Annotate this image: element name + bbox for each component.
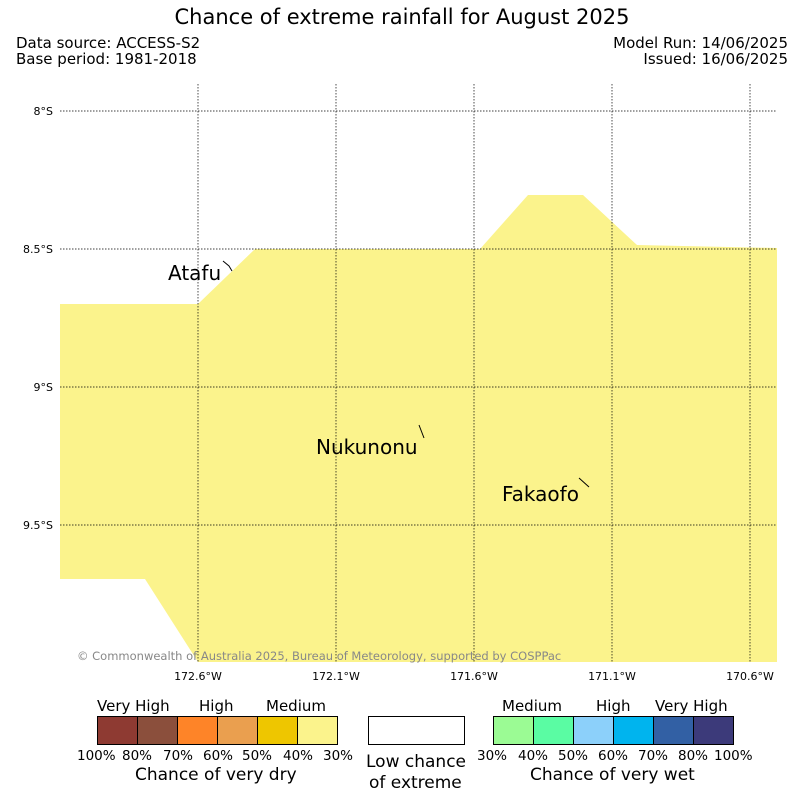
wet-tick-label: 50% bbox=[558, 748, 589, 764]
dry-category-label: High bbox=[199, 697, 234, 715]
place-label-fakaofo: Fakaofo bbox=[502, 482, 579, 506]
lon-label: 172.6°W bbox=[174, 670, 222, 683]
dry-tick-label: 80% bbox=[122, 748, 153, 764]
data-source: Data source: ACCESS-S2 bbox=[16, 34, 201, 52]
lat-label: 9°S bbox=[34, 381, 53, 394]
fakaofo-atoll-marker bbox=[578, 477, 590, 488]
wet-tick-label: 70% bbox=[638, 748, 669, 764]
lon-label: 172.1°W bbox=[312, 670, 360, 683]
wet-category-label: Very High bbox=[655, 697, 728, 715]
dry-tick-label: 50% bbox=[242, 748, 273, 764]
dry-swatch bbox=[97, 716, 138, 745]
wet-swatch bbox=[693, 716, 734, 745]
dry-tick-label: 60% bbox=[203, 748, 234, 764]
dry-swatch bbox=[257, 716, 298, 745]
wet-swatch bbox=[613, 716, 654, 745]
wet-category-label: High bbox=[596, 697, 631, 715]
lon-label: 171.1°W bbox=[588, 670, 636, 683]
lon-label: 171.6°W bbox=[450, 670, 498, 683]
copyright-notice: © Commonwealth of Australia 2025, Bureau… bbox=[77, 649, 561, 663]
lat-label: 8.5°S bbox=[23, 243, 53, 256]
dry-tick-label: 30% bbox=[323, 748, 354, 764]
wet-swatch bbox=[653, 716, 694, 745]
model-run: Model Run: 14/06/2025 bbox=[613, 34, 788, 52]
issued-date: Issued: 16/06/2025 bbox=[643, 50, 788, 68]
wet-category-label: Medium bbox=[502, 697, 562, 715]
low-chance-label: of extreme bbox=[369, 773, 462, 793]
lat-label: 8°S bbox=[34, 105, 53, 118]
base-period: Base period: 1981-2018 bbox=[16, 50, 197, 68]
low-chance-label: Low chance bbox=[366, 752, 466, 772]
dry-category-label: Very High bbox=[97, 697, 170, 715]
nukunonu-atoll-marker bbox=[418, 424, 425, 439]
place-label-atafu: Atafu bbox=[168, 261, 221, 285]
wet-tick-label: 30% bbox=[477, 748, 508, 764]
gridlines bbox=[60, 84, 777, 662]
dry-swatch bbox=[177, 716, 218, 745]
shaded-region bbox=[60, 195, 777, 662]
dry-tick-label: 40% bbox=[283, 748, 314, 764]
wet-tick-label: 100% bbox=[714, 748, 753, 764]
map-title: Chance of extreme rainfall for August 20… bbox=[174, 5, 630, 29]
low-chance-swatch bbox=[368, 716, 465, 745]
wet-tick-label: 40% bbox=[518, 748, 549, 764]
dry-category-label: Medium bbox=[266, 697, 326, 715]
wet-tick-label: 80% bbox=[678, 748, 709, 764]
dry-swatch bbox=[137, 716, 178, 745]
lat-label: 9.5°S bbox=[23, 519, 53, 532]
dry-tick-label: 70% bbox=[163, 748, 194, 764]
wet-swatch bbox=[493, 716, 534, 745]
wet-swatch bbox=[533, 716, 574, 745]
place-label-nukunonu: Nukunonu bbox=[316, 435, 418, 459]
dry-swatch bbox=[217, 716, 258, 745]
wet-caption: Chance of very wet bbox=[530, 765, 695, 785]
map-panel: 8°S 8.5°S 9°S 9.5°S 172.6°W 172.1°W 171.… bbox=[23, 84, 777, 683]
dry-caption: Chance of very dry bbox=[135, 765, 297, 785]
wet-swatch bbox=[573, 716, 614, 745]
lon-label: 170.6°W bbox=[726, 670, 774, 683]
dry-swatch bbox=[297, 716, 338, 745]
atafu-atoll-marker bbox=[222, 260, 233, 272]
wet-tick-label: 60% bbox=[598, 748, 629, 764]
dry-tick-label: 100% bbox=[77, 748, 116, 764]
